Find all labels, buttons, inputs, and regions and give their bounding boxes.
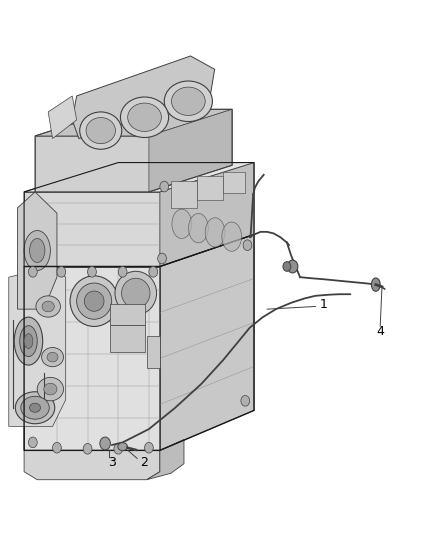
FancyBboxPatch shape bbox=[223, 172, 245, 193]
Ellipse shape bbox=[44, 383, 57, 395]
Polygon shape bbox=[9, 266, 66, 426]
Ellipse shape bbox=[86, 118, 116, 143]
FancyBboxPatch shape bbox=[197, 176, 223, 200]
Ellipse shape bbox=[42, 301, 54, 312]
Ellipse shape bbox=[37, 377, 64, 401]
Circle shape bbox=[287, 260, 298, 273]
Circle shape bbox=[28, 266, 37, 277]
Ellipse shape bbox=[164, 81, 212, 122]
Circle shape bbox=[160, 181, 169, 192]
Ellipse shape bbox=[70, 276, 118, 326]
Ellipse shape bbox=[36, 296, 60, 317]
Polygon shape bbox=[24, 266, 160, 450]
Polygon shape bbox=[48, 96, 77, 139]
Circle shape bbox=[118, 266, 127, 277]
Polygon shape bbox=[24, 163, 254, 192]
Polygon shape bbox=[24, 450, 160, 480]
Polygon shape bbox=[147, 440, 184, 480]
Circle shape bbox=[114, 443, 123, 454]
Polygon shape bbox=[18, 192, 57, 309]
Ellipse shape bbox=[84, 291, 104, 311]
Polygon shape bbox=[35, 136, 149, 192]
Circle shape bbox=[57, 266, 66, 277]
Polygon shape bbox=[149, 109, 232, 192]
Ellipse shape bbox=[21, 397, 49, 419]
Ellipse shape bbox=[47, 352, 58, 362]
Ellipse shape bbox=[188, 213, 208, 243]
FancyBboxPatch shape bbox=[171, 181, 197, 208]
Ellipse shape bbox=[172, 209, 191, 239]
Circle shape bbox=[53, 442, 61, 453]
Ellipse shape bbox=[222, 222, 242, 252]
Ellipse shape bbox=[14, 317, 43, 365]
Circle shape bbox=[83, 443, 92, 454]
FancyBboxPatch shape bbox=[147, 336, 160, 368]
Ellipse shape bbox=[120, 97, 169, 138]
Circle shape bbox=[100, 437, 110, 450]
Polygon shape bbox=[160, 235, 254, 450]
Circle shape bbox=[283, 262, 291, 271]
Ellipse shape bbox=[24, 230, 50, 271]
Circle shape bbox=[241, 395, 250, 406]
Circle shape bbox=[149, 266, 158, 277]
Text: 2: 2 bbox=[140, 456, 148, 469]
Ellipse shape bbox=[24, 334, 33, 349]
Polygon shape bbox=[160, 163, 254, 266]
Ellipse shape bbox=[371, 278, 380, 291]
Polygon shape bbox=[72, 56, 215, 139]
Polygon shape bbox=[24, 192, 160, 266]
Ellipse shape bbox=[30, 239, 45, 263]
Ellipse shape bbox=[42, 348, 64, 367]
Ellipse shape bbox=[15, 392, 55, 424]
Ellipse shape bbox=[128, 103, 162, 132]
Circle shape bbox=[243, 240, 252, 251]
Text: 3: 3 bbox=[108, 456, 116, 469]
Ellipse shape bbox=[205, 217, 225, 247]
Text: 4: 4 bbox=[377, 325, 385, 338]
Ellipse shape bbox=[172, 87, 205, 116]
FancyBboxPatch shape bbox=[110, 304, 145, 325]
Ellipse shape bbox=[29, 403, 40, 413]
Ellipse shape bbox=[77, 283, 112, 319]
Circle shape bbox=[145, 442, 153, 453]
FancyBboxPatch shape bbox=[110, 325, 145, 352]
Ellipse shape bbox=[121, 278, 150, 308]
Circle shape bbox=[28, 437, 37, 448]
Polygon shape bbox=[35, 109, 232, 136]
Circle shape bbox=[88, 266, 96, 277]
Circle shape bbox=[158, 253, 166, 264]
Ellipse shape bbox=[20, 326, 37, 357]
Text: 1: 1 bbox=[320, 298, 328, 311]
Ellipse shape bbox=[118, 442, 127, 451]
Ellipse shape bbox=[80, 112, 122, 149]
Ellipse shape bbox=[115, 271, 157, 315]
